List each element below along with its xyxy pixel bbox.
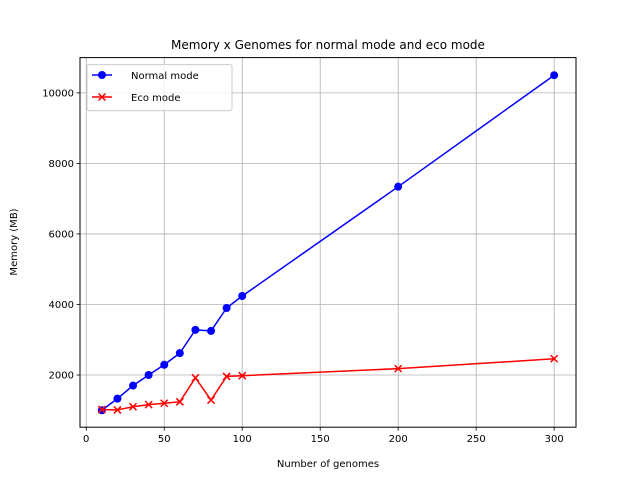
data-point-normal-mode — [238, 292, 247, 301]
data-point-eco-mode — [394, 364, 403, 373]
grid — [80, 57, 576, 428]
y-tick-label: 2000 — [49, 371, 74, 382]
data-point-normal-mode — [129, 381, 138, 390]
x-axis-ticks: 0 50 100 150 200 250 300 — [83, 427, 564, 445]
y-axis-ticks: 2000 4000 6000 8000 10000 — [42, 88, 80, 382]
data-point-normal-mode — [394, 182, 403, 191]
x-tick-label: 200 — [389, 434, 408, 445]
legend-box — [86, 64, 233, 112]
data-point-normal-mode — [113, 394, 122, 403]
data-point-eco-mode — [191, 373, 200, 382]
series-line-eco-mode — [101, 358, 555, 411]
data-point-normal-mode — [175, 349, 184, 358]
legend-marker-normal-mode — [98, 71, 106, 79]
data-point-eco-mode — [144, 400, 153, 409]
x-tick-label: 50 — [158, 434, 171, 445]
x-tick-label: 100 — [233, 434, 252, 445]
data-point-normal-mode — [222, 303, 231, 312]
legend-marker-eco-mode — [97, 92, 107, 102]
plot-frame — [79, 57, 577, 428]
data-point-eco-mode — [238, 371, 247, 380]
data-point-eco-mode — [97, 405, 106, 414]
y-tick-label: 4000 — [49, 300, 74, 311]
data-point-eco-mode — [113, 405, 122, 414]
data-point-eco-mode — [129, 402, 138, 411]
y-tick-label: 6000 — [49, 229, 74, 240]
x-tick-label: 150 — [311, 434, 330, 445]
data-point-normal-mode — [550, 71, 559, 80]
legend: Normal mode Eco mode — [86, 64, 233, 112]
data-point-normal-mode — [207, 326, 216, 335]
data-point-eco-mode — [160, 399, 169, 408]
data-point-eco-mode — [222, 372, 231, 381]
chart-title: Memory x Genomes for normal mode and eco… — [171, 38, 485, 52]
y-tick-label: 10000 — [42, 88, 74, 99]
x-tick-label: 300 — [545, 434, 564, 445]
x-axis-label: Number of genomes — [277, 459, 379, 470]
data-point-eco-mode — [175, 397, 184, 406]
legend-label-normal-mode: Normal mode — [131, 71, 199, 82]
y-tick-label: 8000 — [49, 159, 74, 170]
data-point-normal-mode — [191, 325, 200, 334]
series-layer — [97, 71, 559, 415]
x-tick-label: 0 — [83, 434, 89, 445]
legend-label-eco-mode: Eco mode — [131, 93, 180, 104]
y-axis-label: Memory (MB) — [9, 208, 20, 275]
data-point-eco-mode — [206, 396, 216, 405]
x-tick-label: 250 — [467, 434, 486, 445]
data-point-normal-mode — [160, 360, 169, 369]
data-point-eco-mode — [550, 354, 559, 363]
data-point-normal-mode — [144, 371, 153, 380]
